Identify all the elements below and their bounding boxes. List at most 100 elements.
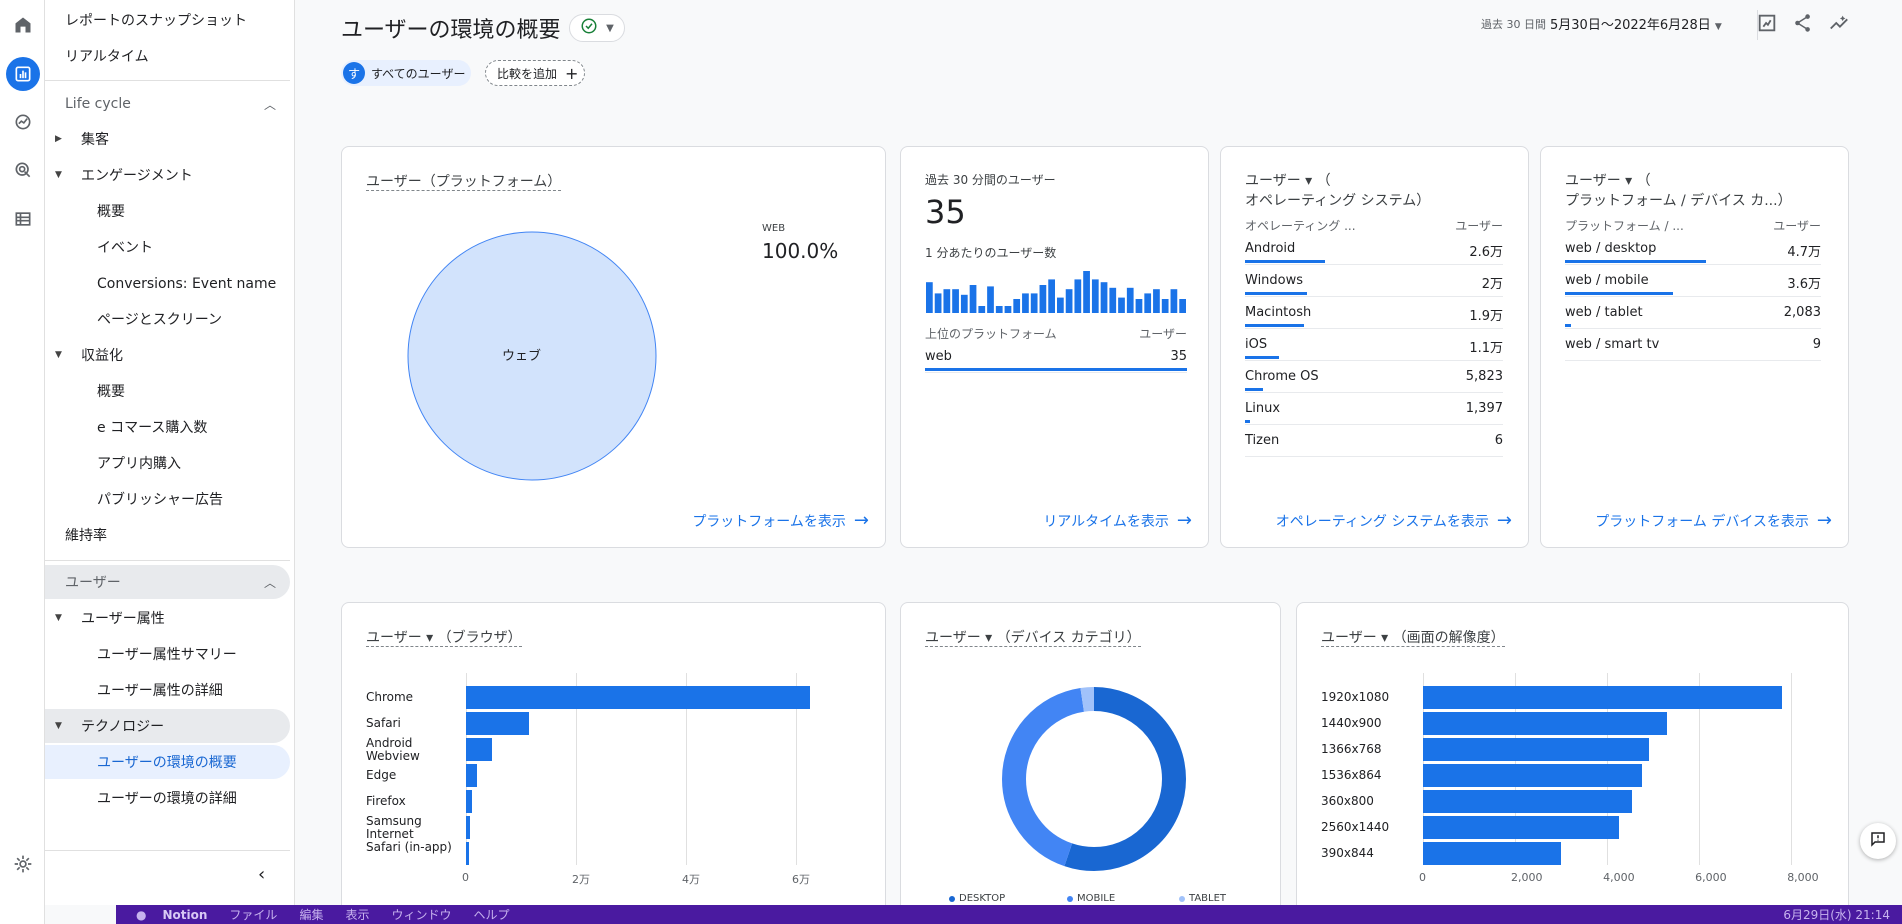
table-row[interactable]: web / tablet 2,083 bbox=[1565, 297, 1821, 329]
taskbar-menu-item[interactable]: 表示 bbox=[345, 908, 370, 922]
donut-slice-tablet bbox=[1002, 687, 1186, 871]
card-title[interactable]: ユーザー（プラットフォーム） bbox=[366, 174, 562, 191]
insights-icon[interactable] bbox=[1828, 12, 1850, 38]
date-range: 5月30日～2022年6月28日 bbox=[1550, 18, 1711, 33]
card-title[interactable]: ユーザー ▾ （ブラウザ） bbox=[366, 630, 522, 647]
x-tick-label: 6万 bbox=[792, 873, 810, 886]
icon-rail bbox=[0, 0, 45, 924]
nav-label: 集客 bbox=[81, 132, 109, 148]
header-divider bbox=[1757, 10, 1758, 40]
nav-item-demo-detail[interactable]: ユーザー属性の詳細 bbox=[45, 673, 290, 707]
add-comparison-chip[interactable]: 比較を追加 + bbox=[485, 60, 585, 86]
advertising-icon[interactable] bbox=[6, 153, 40, 187]
explore-icon[interactable] bbox=[6, 105, 40, 139]
reports-icon[interactable] bbox=[6, 57, 40, 91]
row-value: 3.6万 bbox=[1787, 277, 1821, 292]
table-row[interactable]: Tizen 6 bbox=[1245, 425, 1503, 457]
pie-label: ウェブ bbox=[502, 349, 542, 364]
nav-item-tech-detail[interactable]: ユーザーの環境の詳細 bbox=[45, 781, 290, 815]
feedback-icon bbox=[1869, 830, 1887, 852]
date-range-picker[interactable]: 5月30日～2022年6月28日 ▼ bbox=[1550, 14, 1722, 33]
configure-icon[interactable] bbox=[6, 202, 40, 236]
bar bbox=[1423, 842, 1562, 865]
x-tick-label: 8,000 bbox=[1787, 871, 1819, 884]
nav-item-engagement[interactable]: ▼ エンゲージメント bbox=[45, 158, 290, 192]
nav-section-lifecycle[interactable]: Life cycle ︿ bbox=[45, 87, 290, 121]
sparkline-bar bbox=[969, 285, 977, 313]
settings-icon[interactable] bbox=[6, 847, 40, 881]
nav-section-user[interactable]: ユーザー ︿ bbox=[45, 565, 290, 599]
nav-item-realtime[interactable]: リアルタイム bbox=[45, 39, 290, 73]
nav-item-ecommerce[interactable]: e コマース購入数 bbox=[45, 410, 290, 444]
nav-item-monetization[interactable]: ▼ 収益化 bbox=[45, 338, 290, 372]
apple-icon[interactable]: ● bbox=[136, 907, 147, 922]
nav-item-tech[interactable]: ▼ テクノロジー bbox=[45, 709, 290, 743]
legend-dot-icon bbox=[1179, 895, 1185, 902]
taskbar-app[interactable]: Notion bbox=[162, 907, 208, 922]
x-tick-label: 6,000 bbox=[1695, 871, 1727, 884]
row-share-bar bbox=[925, 368, 1187, 371]
taskbar-menu-item[interactable]: ファイル bbox=[229, 908, 278, 922]
sparkline-bar bbox=[978, 306, 986, 313]
realtime-card: 過去 30 分間のユーザー 35 1 分あたりのユーザー数 上位のプラットフォー… bbox=[900, 146, 1209, 548]
view-realtime-link[interactable]: リアルタイムを表示 → bbox=[1043, 510, 1192, 531]
table-row[interactable]: Chrome OS 5,823 bbox=[1245, 361, 1503, 393]
collapse-nav-icon[interactable]: ‹ bbox=[258, 864, 266, 885]
nav-item-acquisition[interactable]: ▶ 集客 bbox=[45, 122, 290, 156]
share-icon[interactable] bbox=[1792, 12, 1814, 38]
table-row[interactable]: web 35 bbox=[925, 341, 1187, 373]
row-share-bar bbox=[1245, 420, 1251, 423]
nav-item-tech-overview[interactable]: ユーザーの環境の概要 bbox=[45, 745, 290, 779]
row-label: Tizen bbox=[1245, 433, 1280, 448]
bar-label: 1920x1080 bbox=[1321, 690, 1390, 704]
row-label: Chrome OS bbox=[1245, 369, 1319, 384]
view-device-link[interactable]: プラットフォーム デバイスを表示 → bbox=[1595, 510, 1832, 531]
taskbar-menu-item[interactable]: ウィンドウ bbox=[391, 908, 452, 922]
edit-report-icon[interactable] bbox=[1756, 12, 1778, 38]
nav-item-pages[interactable]: ページとスクリーン bbox=[45, 302, 290, 336]
card-title[interactable]: ユーザー ▾ （プラットフォーム / デバイス カ...） bbox=[1565, 173, 1792, 209]
row-label: iOS bbox=[1245, 337, 1268, 352]
card-title[interactable]: ユーザー ▾ （オペレーティング システム） bbox=[1245, 173, 1431, 209]
nav-item-demo-summary[interactable]: ユーザー属性サマリー bbox=[45, 637, 290, 671]
table-row[interactable]: Windows 2万 bbox=[1245, 265, 1503, 297]
nav-item-events[interactable]: イベント bbox=[45, 230, 290, 264]
legend-label: WEB bbox=[762, 223, 786, 234]
nav-item-publisher[interactable]: パブリッシャー広告 bbox=[45, 482, 290, 516]
caret-down-icon: ▼ bbox=[55, 613, 62, 623]
data-quality-badge[interactable]: ▼ bbox=[569, 14, 625, 42]
table-row[interactable]: Linux 1,397 bbox=[1245, 393, 1503, 425]
view-os-link[interactable]: オペレーティング システムを表示 → bbox=[1275, 510, 1512, 531]
nav-item-snapshot[interactable]: レポートのスナップショット bbox=[45, 3, 290, 37]
table-row[interactable]: iOS 1.1万 bbox=[1245, 329, 1503, 361]
nav-item-conversions[interactable]: Conversions: Event name bbox=[45, 267, 290, 301]
taskbar-menu-item[interactable]: 編集 bbox=[299, 908, 324, 922]
nav-item-overview[interactable]: 概要 bbox=[45, 194, 290, 228]
row-label: Linux bbox=[1245, 401, 1281, 416]
pie-slice-web bbox=[407, 231, 657, 481]
card-title[interactable]: ユーザー ▾ （画面の解像度） bbox=[1321, 630, 1505, 647]
legend-value: 100.0% bbox=[762, 239, 839, 263]
bar bbox=[1423, 816, 1619, 839]
all-users-chip[interactable]: す すべてのユーザー bbox=[341, 60, 471, 86]
sparkline-bar bbox=[1030, 293, 1038, 313]
chevron-up-icon: ︿ bbox=[263, 97, 276, 112]
table-row[interactable]: web / mobile 3.6万 bbox=[1565, 265, 1821, 297]
sparkline-bar bbox=[1126, 287, 1134, 313]
nav-item-demographics[interactable]: ▼ ユーザー属性 bbox=[45, 601, 290, 635]
nav-item-mon-overview[interactable]: 概要 bbox=[45, 374, 290, 408]
row-share-bar bbox=[1245, 388, 1264, 391]
nav-item-retention[interactable]: 維持率 bbox=[45, 518, 290, 552]
table-row[interactable]: Macintosh 1.9万 bbox=[1245, 297, 1503, 329]
card-title[interactable]: ユーザー ▾ （デバイス カテゴリ） bbox=[925, 630, 1141, 647]
feedback-button[interactable] bbox=[1860, 823, 1896, 859]
home-icon[interactable] bbox=[6, 8, 40, 42]
table-header: オペレーティング ... ユーザー bbox=[1245, 219, 1503, 233]
view-platform-link[interactable]: プラットフォームを表示 → bbox=[692, 510, 869, 531]
nav-item-inapp[interactable]: アプリ内購入 bbox=[45, 446, 290, 480]
table-row[interactable]: Android 2.6万 bbox=[1245, 233, 1503, 265]
table-row[interactable]: web / smart tv 9 bbox=[1565, 329, 1821, 361]
table-row[interactable]: web / desktop 4.7万 bbox=[1565, 233, 1821, 265]
taskbar-menu-item[interactable]: ヘルプ bbox=[473, 908, 510, 922]
check-circle-icon bbox=[580, 17, 598, 39]
